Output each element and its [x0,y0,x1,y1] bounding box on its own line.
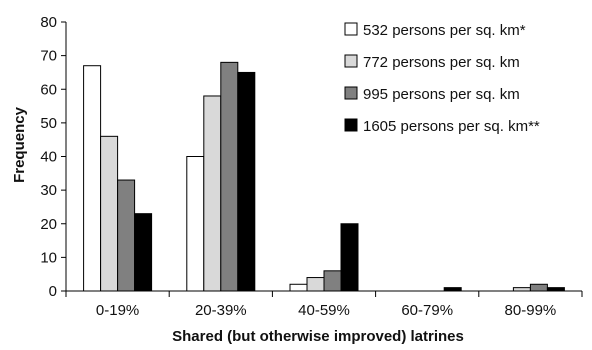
y-tick-label: 60 [40,81,57,98]
legend-swatch [344,118,358,132]
bar-series-4-80-99% [546,287,565,292]
x-tick-label: 20-39% [195,302,247,319]
legend-swatch [344,54,358,68]
y-axis-ticks: 0 10 20 30 40 50 60 70 80 [40,14,66,300]
y-tick-label: 10 [40,249,57,266]
legend-label: 995 persons per sq. km [363,86,520,103]
legend-label: 1605 persons per sq. km** [363,118,540,135]
y-tick-label: 20 [40,216,57,233]
legend-label: 532 persons per sq. km* [363,22,526,39]
bar-series-3-40-59% [323,270,342,292]
bar-series-2-0-19% [100,135,119,292]
y-tick-label: 50 [40,115,57,132]
y-tick-label: 0 [49,283,57,300]
x-axis-title: Shared (but otherwise improved) latrines [172,328,464,345]
bar-series-2-80-99% [512,287,531,292]
bar-series-2-20-39% [203,95,222,292]
bar-series-1-20-39% [186,156,205,292]
bar-series-1-40-59% [289,283,308,292]
bar-series-3-80-99% [529,283,548,292]
axes-group [65,22,582,292]
y-tick-label: 30 [40,182,57,199]
bar-series-4-40-59% [340,223,359,292]
legend: 532 persons per sq. km* 772 persons per s… [344,22,540,135]
legend-label: 772 persons per sq. km [363,54,520,71]
bar-series-3-20-39% [220,61,239,292]
bar-series-3-0-19% [117,179,136,292]
y-tick-label: 80 [40,14,57,31]
bar-series-2-40-59% [306,277,325,292]
bars-group [83,61,565,292]
bar-series-4-60-79% [443,287,462,292]
y-tick-label: 70 [40,48,57,65]
x-tick-label: 80-99% [505,302,557,319]
x-tick-label: 40-59% [298,302,350,319]
legend-swatch [344,22,358,36]
x-tick-label: 0-19% [96,302,139,319]
x-axis-ticks: 0-19% 20-39% 40-59% 60-79% 80-99% [65,291,583,319]
legend-swatch [344,86,358,100]
y-axis-title: Frequency [11,106,28,183]
bar-series-4-0-19% [134,213,153,292]
y-tick-label: 40 [40,149,57,166]
bar-series-4-20-39% [237,71,256,292]
x-tick-label: 60-79% [401,302,453,319]
bar-series-1-0-19% [83,65,102,292]
